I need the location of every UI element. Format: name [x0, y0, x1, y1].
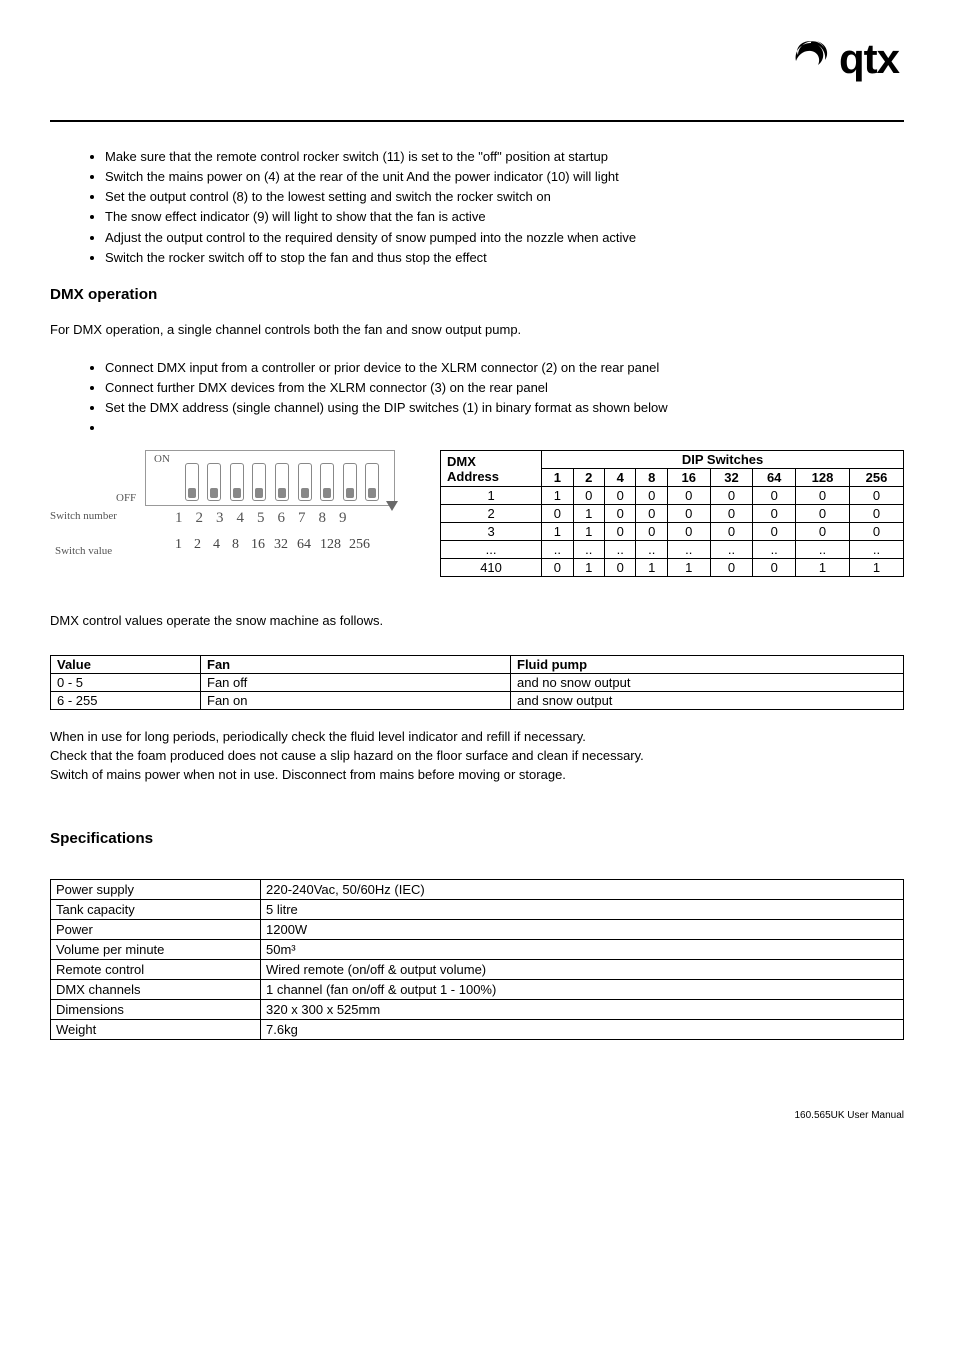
num: 4 — [237, 510, 245, 527]
list-item: The snow effect indicator (9) will light… — [105, 207, 904, 227]
table-row: Power supply220-240Vac, 50/60Hz (IEC) — [51, 879, 904, 899]
dip-switch-8 — [343, 463, 357, 501]
dip-switch-9 — [365, 463, 379, 501]
switch-value-label: Switch value — [55, 545, 112, 557]
dip-switch-2 — [207, 463, 221, 501]
dmx-address-table: DMX Address DIP Switches 1 2 4 8 16 32 6… — [440, 450, 904, 577]
dip-switch-5 — [275, 463, 289, 501]
val: 64 — [297, 537, 315, 553]
table-row: Dimensions320 x 300 x 525mm — [51, 999, 904, 1019]
note-line: Check that the foam produced does not ca… — [50, 747, 904, 766]
dmx-bullets: Connect DMX input from a controller or p… — [50, 358, 904, 439]
dmx-value-table: Value Fan Fluid pump 0 - 5Fan offand no … — [50, 655, 904, 710]
num: 8 — [319, 510, 327, 527]
list-item: Set the DMX address (single channel) usi… — [105, 398, 904, 418]
spec-heading: Specifications — [50, 830, 904, 847]
val: 4 — [213, 537, 227, 553]
th: Value — [51, 656, 201, 674]
dmx-addr-header: DMX Address — [441, 451, 542, 487]
num: 2 — [196, 510, 204, 527]
th: 1 — [542, 469, 573, 487]
footer-text: 160.565UK User Manual — [50, 1110, 904, 1121]
list-item: Connect further DMX devices from the XLR… — [105, 378, 904, 398]
num: 3 — [216, 510, 224, 527]
list-item — [105, 418, 904, 438]
table-row: Power1200W — [51, 919, 904, 939]
th: 32 — [710, 469, 753, 487]
list-item: Set the output control (8) to the lowest… — [105, 187, 904, 207]
dip-switch-1 — [185, 463, 199, 501]
val: 8 — [232, 537, 246, 553]
dmx-heading: DMX operation — [50, 286, 904, 303]
logo-text: qtx — [839, 35, 899, 83]
th: 2 — [573, 469, 604, 487]
dip-switch-6 — [298, 463, 312, 501]
th: 4 — [605, 469, 636, 487]
dmx-values-intro: DMX control values operate the snow mach… — [50, 612, 904, 631]
table-row: 0 - 5Fan offand no snow output — [51, 674, 904, 692]
table-row: 410010110011 — [441, 559, 904, 577]
table-row: 3110000000 — [441, 523, 904, 541]
table-row: 1100000000 — [441, 487, 904, 505]
list-item: Switch the rocker switch off to stop the… — [105, 248, 904, 268]
list-item: Connect DMX input from a controller or p… — [105, 358, 904, 378]
table-row: Remote controlWired remote (on/off & out… — [51, 959, 904, 979]
th: 64 — [753, 469, 796, 487]
table-row: 6 - 255Fan onand snow output — [51, 692, 904, 710]
switch-value-row: 1 2 4 8 16 32 64 128 256 — [175, 537, 420, 553]
num: 1 — [175, 510, 183, 527]
dip-switch-3 — [230, 463, 244, 501]
table-row: 2010000000 — [441, 505, 904, 523]
val: 128 — [320, 537, 344, 553]
table-row: Tank capacity5 litre — [51, 899, 904, 919]
list-item: Switch the mains power on (4) at the rea… — [105, 167, 904, 187]
dip-on-label: ON — [154, 453, 170, 465]
val: 32 — [274, 537, 292, 553]
th: 128 — [796, 469, 850, 487]
table-row: DMX channels1 channel (fan on/off & outp… — [51, 979, 904, 999]
dip-switches-header: DIP Switches — [542, 451, 904, 469]
switch-number-label: Switch number — [50, 510, 117, 522]
brand-logo: qtx — [788, 35, 899, 83]
val: 256 — [349, 537, 373, 553]
table-row: ..................... — [441, 541, 904, 559]
num: 7 — [298, 510, 306, 527]
dip-switch-7 — [320, 463, 334, 501]
th: 8 — [636, 469, 667, 487]
table-row: Volume per minute50m³ — [51, 939, 904, 959]
divider-line — [50, 120, 904, 122]
switch-number-row: 1 2 3 4 5 6 7 8 9 — [175, 510, 420, 527]
num: 5 — [257, 510, 265, 527]
th: 256 — [849, 469, 903, 487]
list-item: Make sure that the remote control rocker… — [105, 147, 904, 167]
arrow-down-icon — [386, 501, 398, 511]
table-row: Weight7.6kg — [51, 1019, 904, 1039]
list-item: Adjust the output control to the require… — [105, 228, 904, 248]
dmx-intro: For DMX operation, a single channel cont… — [50, 321, 904, 340]
note-line: Switch of mains power when not in use. D… — [50, 766, 904, 785]
dip-switch-diagram: ON OFF Switch number 1 2 — [50, 450, 420, 553]
startup-bullets: Make sure that the remote control rocker… — [50, 147, 904, 268]
dip-off-label: OFF — [116, 492, 136, 551]
val: 1 — [175, 537, 189, 553]
val: 16 — [251, 537, 269, 553]
th: Fan — [201, 656, 511, 674]
dip-switch-4 — [252, 463, 266, 501]
table-header-row: Value Fan Fluid pump — [51, 656, 904, 674]
th: Fluid pump — [511, 656, 904, 674]
th: 16 — [667, 469, 710, 487]
val: 2 — [194, 537, 208, 553]
num: 9 — [339, 510, 347, 527]
num: 6 — [278, 510, 286, 527]
spec-table: Power supply220-240Vac, 50/60Hz (IEC) Ta… — [50, 879, 904, 1040]
note-line: When in use for long periods, periodical… — [50, 728, 904, 747]
logo-swirl-icon — [788, 39, 834, 79]
